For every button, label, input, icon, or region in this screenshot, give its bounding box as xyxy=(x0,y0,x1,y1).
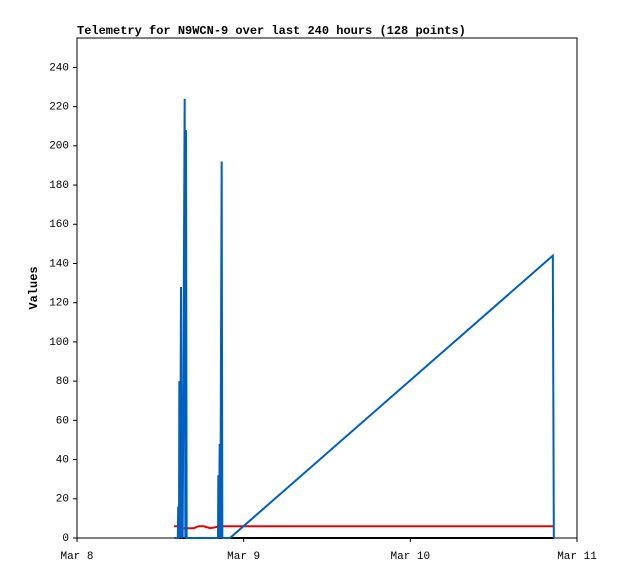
y-tick-label: 80 xyxy=(56,376,69,388)
y-tick-label: 180 xyxy=(49,180,69,192)
y-tick-label: 60 xyxy=(56,415,69,427)
y-tick-label: 200 xyxy=(49,141,69,153)
y-tick-label: 240 xyxy=(49,62,69,74)
y-tick-label: 120 xyxy=(49,298,69,310)
x-tick-label: Mar 11 xyxy=(557,551,597,563)
y-tick-label: 40 xyxy=(56,454,69,466)
y-axis-label: Values xyxy=(27,266,41,309)
y-tick-label: 0 xyxy=(62,533,69,545)
x-tick-label: Mar 10 xyxy=(391,551,431,563)
y-tick-label: 20 xyxy=(56,494,69,506)
y-tick-label: 100 xyxy=(49,337,69,349)
chart-title: Telemetry for N9WCN-9 over last 240 hour… xyxy=(77,24,466,38)
x-tick-label: Mar 8 xyxy=(60,551,93,563)
y-tick-label: 140 xyxy=(49,258,69,270)
series-line xyxy=(174,98,555,539)
y-tick-label: 160 xyxy=(49,219,69,231)
y-tick-label: 220 xyxy=(49,102,69,114)
x-tick-label: Mar 9 xyxy=(227,551,260,563)
